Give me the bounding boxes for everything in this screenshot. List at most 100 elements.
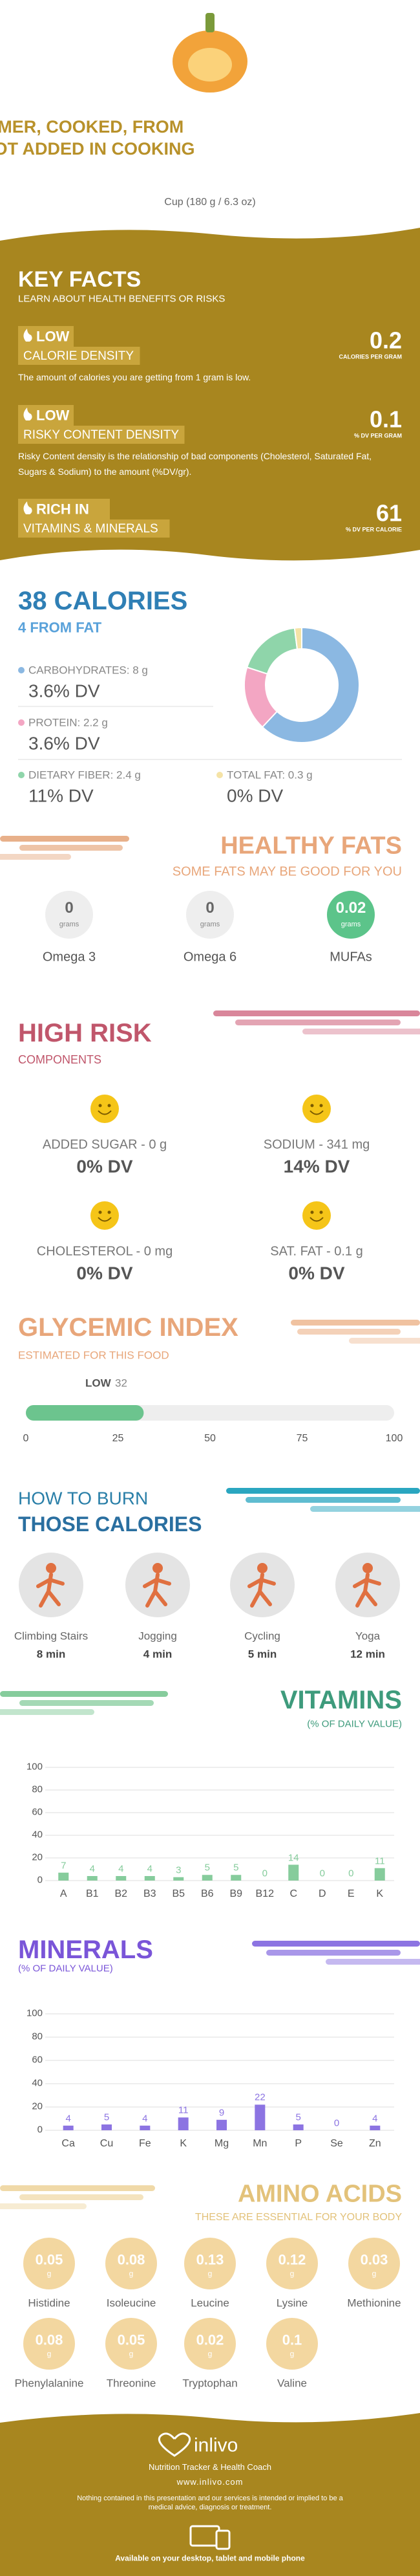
x-tick-label: K — [180, 2138, 187, 2149]
decor-stripe — [266, 1950, 401, 1956]
label: RISKY CONTENT DENSITY — [23, 428, 180, 442]
x-tick-label: B6 — [200, 1888, 214, 1899]
footer-bg — [0, 2413, 420, 2576]
bar — [370, 2125, 381, 2130]
decor-stripe — [246, 1497, 401, 1503]
activity: Cycling — [244, 1630, 280, 1643]
value-label: 0 — [348, 1868, 354, 1879]
risk-label: SAT. FAT - 0.1 g — [270, 1244, 363, 1259]
decor-stripe — [213, 1010, 420, 1016]
smiley-mouth — [98, 1110, 112, 1115]
amino-unit: g — [47, 2349, 52, 2359]
y-tick-label: 60 — [32, 2054, 43, 2066]
amino-label: Threonine — [106, 2377, 156, 2390]
fat-value: 0.02 — [335, 899, 366, 917]
decor-stripe — [252, 1941, 420, 1947]
macro-dv: 3.6% DV — [28, 681, 100, 701]
value-label: 5 — [204, 1862, 210, 1873]
level: LOW — [36, 407, 70, 424]
y-tick-label: 80 — [32, 2031, 43, 2042]
amino-value: 0.08 — [117, 2251, 145, 2268]
smiley — [90, 1095, 119, 1123]
url: www.inlivo.com — [176, 2476, 244, 2487]
amino-label: Isoleucine — [106, 2297, 156, 2309]
y-tick-label: 20 — [32, 2101, 43, 2112]
bar — [255, 2104, 266, 2130]
amino-label: Methionine — [347, 2297, 401, 2309]
pie-slice — [246, 627, 299, 675]
smiley-eye — [310, 1104, 314, 1108]
amino-circle — [105, 2318, 157, 2370]
bar — [140, 2125, 151, 2130]
decor-stripe — [0, 1709, 94, 1715]
decor-stripe — [235, 1020, 401, 1025]
legend-dot — [18, 772, 25, 778]
decor-stripe — [297, 1329, 401, 1335]
smiley-mouth — [98, 1217, 112, 1222]
bar — [231, 1875, 242, 1881]
macro-label: PROTEIN: 2.2 g — [28, 716, 108, 729]
amino-label: Histidine — [28, 2297, 70, 2309]
x-tick-label: 25 — [112, 1433, 124, 1444]
value-label: 4 — [65, 2113, 71, 2124]
x-tick-label: B5 — [172, 1888, 185, 1899]
amino-value: 0.03 — [360, 2251, 388, 2268]
y-tick-label: 40 — [32, 1829, 43, 1840]
x-tick-label: Ca — [61, 2138, 75, 2149]
amino-unit: g — [47, 2269, 52, 2278]
description: Risky Content density is the relationshi… — [18, 451, 372, 477]
x-tick-label: B1 — [85, 1888, 99, 1899]
bar — [101, 2124, 112, 2130]
y-tick-label: 60 — [32, 1806, 43, 1818]
amino-circle — [266, 2238, 318, 2289]
gi-value: 32 — [115, 1377, 127, 1390]
macro-label: DIETARY FIBER: 2.4 g — [28, 769, 141, 781]
x-tick-label: Cu — [100, 2138, 114, 2149]
x-tick-label: 50 — [204, 1433, 216, 1444]
value-label: 0 — [319, 1868, 325, 1879]
amino-unit: g — [207, 2269, 213, 2278]
pie-slice — [261, 626, 360, 743]
x-tick-label: B9 — [229, 1888, 243, 1899]
bar — [144, 1876, 155, 1881]
level-box — [18, 499, 110, 519]
y-tick-label: 40 — [32, 2077, 43, 2089]
x-tick-label: E — [347, 1888, 355, 1899]
device-icon — [215, 2529, 231, 2550]
bar — [216, 2119, 227, 2130]
bar — [87, 1876, 98, 1881]
level: LOW — [36, 328, 70, 345]
decor-stripe — [302, 1029, 420, 1034]
section-title: 38 CALORIES — [18, 587, 188, 615]
smiley-mouth — [310, 1217, 324, 1222]
amino-label: Valine — [277, 2377, 307, 2390]
fact-unit: % DV PER GRAM — [353, 432, 402, 439]
amino-unit: g — [289, 2349, 295, 2359]
value-label: 11 — [178, 2104, 189, 2116]
chart-subtitle: (% OF DAILY VALUE) — [18, 1963, 113, 1974]
decor-stripe — [226, 1488, 420, 1494]
bar — [116, 1876, 127, 1881]
risk-label: CHOLESTEROL - 0 mg — [36, 1244, 173, 1259]
smiley-eye — [310, 1210, 314, 1214]
x-tick-label: Fe — [138, 2138, 151, 2149]
amino-unit: g — [207, 2349, 213, 2359]
decor-stripe — [0, 2185, 155, 2191]
level-icon — [23, 501, 32, 514]
fact-value: 61 — [375, 499, 402, 527]
value-label: 14 — [288, 1852, 299, 1864]
value-label: 5 — [233, 1862, 239, 1873]
bar — [288, 1864, 299, 1881]
x-tick-label: Mn — [253, 2138, 268, 2149]
amino-label: Phenylalanine — [14, 2377, 84, 2390]
macro-dv: 0% DV — [227, 785, 284, 806]
section-title: THOSE CALORIES — [18, 1512, 202, 1536]
serving: Cup (180 g / 6.3 oz) — [164, 197, 256, 208]
fat-unit: grams — [200, 921, 220, 929]
activity-icon — [143, 1573, 171, 1608]
value-label: 11 — [374, 1855, 385, 1867]
section-title: KEY FACTS — [18, 267, 142, 292]
fat-circle — [186, 891, 234, 939]
macro-dv: 3.6% DV — [28, 733, 100, 754]
